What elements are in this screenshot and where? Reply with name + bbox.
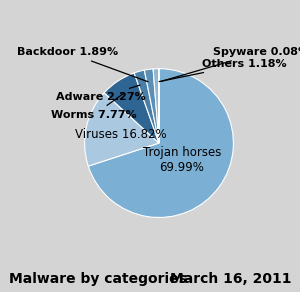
Text: Malware by categories: Malware by categories [9,272,187,286]
Text: Trojan horses
69.99%: Trojan horses 69.99% [143,146,221,174]
Text: Others 1.18%: Others 1.18% [159,59,287,81]
Text: Worms 7.77%: Worms 7.77% [51,94,137,120]
Wedge shape [153,69,159,143]
Wedge shape [88,69,233,218]
Wedge shape [144,69,159,143]
Text: Backdoor 1.89%: Backdoor 1.89% [17,47,148,82]
Wedge shape [104,73,159,143]
Text: Adware 2.27%: Adware 2.27% [56,85,146,102]
Wedge shape [134,70,159,143]
Text: Viruses 16.82%: Viruses 16.82% [75,128,167,141]
Text: March 16, 2011: March 16, 2011 [169,272,291,286]
Text: Spyware 0.08%: Spyware 0.08% [161,47,300,81]
Wedge shape [85,93,159,166]
